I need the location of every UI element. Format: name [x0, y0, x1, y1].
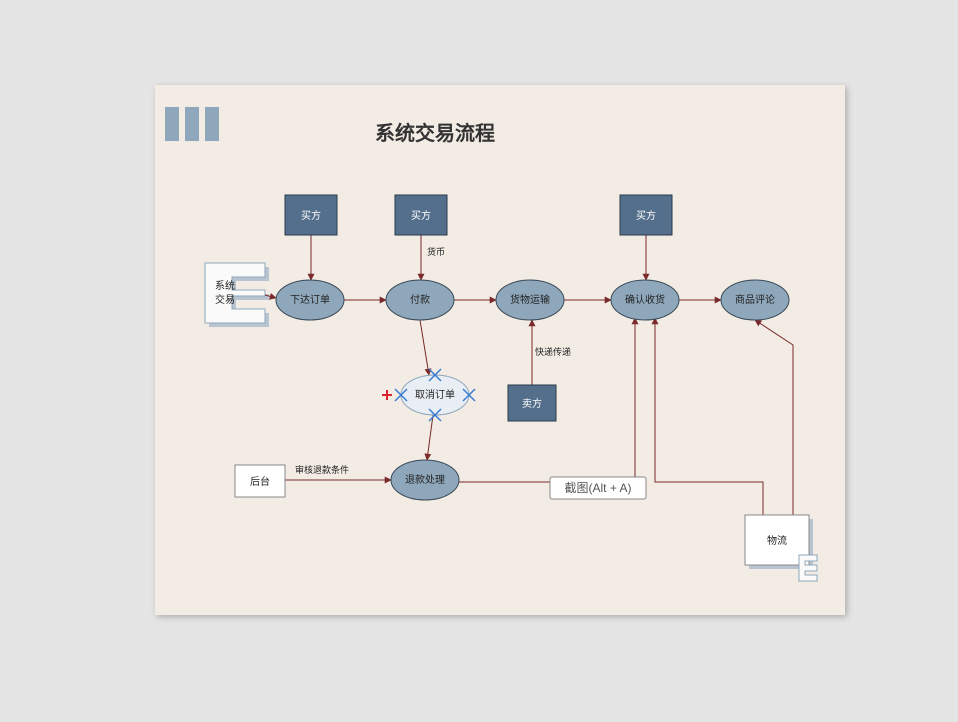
flow-edge — [755, 320, 793, 515]
decor-bar — [165, 107, 179, 141]
node-label-seller: 卖方 — [522, 397, 542, 410]
node-label-buyer3: 买方 — [636, 209, 656, 222]
decor-bar — [205, 107, 219, 141]
node-label-refund: 退款处理 — [405, 473, 445, 486]
flow-edge — [655, 318, 763, 515]
node-label-pay: 付款 — [410, 293, 430, 306]
node-label-confirm: 确认收货 — [625, 293, 665, 306]
screenshot-tooltip-text: 截图(Alt + A) — [564, 481, 631, 495]
node-label-cancel: 取消订单 — [415, 388, 455, 401]
system-box-label: 系统 — [215, 279, 235, 292]
flowchart-svg: 系统交易流程系统交易 货币快递传递审核退款条件 买方 买方 买方卖方后台物流 下达订单 付款… — [155, 85, 845, 615]
edge-label: 货币 — [427, 246, 445, 257]
node-label-logistics: 物流 — [767, 534, 787, 547]
node-label-review: 商品评论 — [735, 293, 775, 306]
node-label-buyer1: 买方 — [301, 209, 321, 222]
flow-edge — [427, 415, 433, 460]
node-label-backend: 后台 — [250, 475, 270, 488]
flow-edge — [420, 320, 429, 375]
node-label-place_order: 下达订单 — [290, 294, 330, 306]
edge-label: 审核退款条件 — [295, 464, 349, 475]
system-box — [205, 263, 265, 323]
decor-bar — [185, 107, 199, 141]
diagram-canvas: 系统交易流程系统交易 货币快递传递审核退款条件 买方 买方 买方卖方后台物流 下达订单 付款… — [155, 85, 845, 615]
system-box-label: 交易 — [215, 293, 235, 306]
node-label-buyer2: 买方 — [411, 209, 431, 222]
diagram-title: 系统交易流程 — [375, 121, 495, 145]
node-label-ship: 货物运输 — [510, 293, 550, 306]
edge-label: 快递传递 — [535, 346, 571, 357]
logistics-e-icon — [799, 555, 817, 581]
